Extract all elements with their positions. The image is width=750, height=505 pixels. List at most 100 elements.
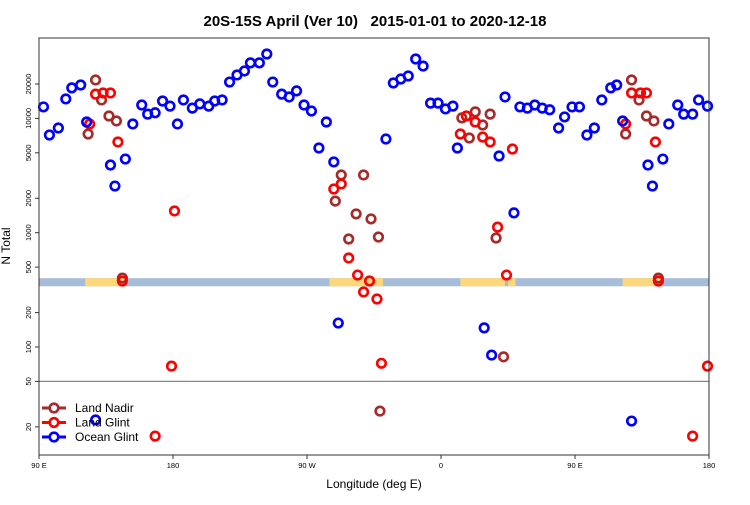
data-point [104,159,117,171]
data-point [103,110,115,122]
land-segment [329,278,383,287]
legend-marker [48,416,60,429]
data-point [454,128,466,140]
data-point [508,207,520,219]
data-point [37,101,50,113]
data-point [335,178,347,190]
data-point [672,99,684,111]
data-point [625,74,638,86]
data-point [634,87,647,99]
data-point [365,213,377,225]
data-point [82,128,94,140]
data-point [253,57,265,69]
y-tick-label: 5000 [24,144,33,161]
y-axis-label: N Total [0,227,13,264]
data-point [484,108,496,120]
data-point [625,415,638,427]
data-point [372,231,385,243]
data-point [298,99,310,111]
data-point [89,74,102,86]
data-point [43,129,56,141]
series-land-nadir [82,74,664,417]
data-point [261,48,273,60]
data-point [149,107,161,119]
series-ocean-glint [37,48,714,427]
data-point [596,94,608,106]
data-point [477,131,489,143]
data-point [463,132,475,144]
data-point [648,115,660,127]
data-point [89,414,102,426]
data-point [357,169,370,181]
data-point [657,153,669,165]
data-point [352,269,364,281]
data-point [573,101,586,113]
data-point [110,115,123,127]
y-tick-label: 20000 [24,74,33,95]
legend-item: Land Glint [42,416,130,430]
data-point [646,180,659,192]
data-point [313,142,325,154]
data-point [119,153,131,165]
x-tick-label: 90 E [31,461,46,470]
data-point [640,87,653,99]
data-point [460,110,472,122]
data-point [332,317,344,329]
data-point [649,136,662,148]
data-point [553,122,565,134]
data-point [194,98,206,110]
data-point [109,180,121,192]
data-point [499,91,511,103]
data-point [417,60,429,72]
y-tick-label: 50 [24,377,33,385]
plot-frame [38,37,710,456]
data-point [223,76,236,88]
y-tick-label: 1000 [24,224,33,241]
data-point [625,87,638,99]
data-point [633,94,645,106]
data-point [238,65,251,77]
data-point [611,79,623,91]
data-point [168,205,181,217]
data-point [177,94,190,106]
x-axis: 90 E 180 90 W 0 90 E 180 [31,455,715,470]
data-point [432,97,444,109]
legend-marker [48,402,60,414]
y-tick-label: 500 [24,261,33,274]
data-point [375,357,388,369]
data-point [350,208,362,220]
y-tick-label: 100 [24,341,33,354]
data-point [52,122,64,134]
data-point [81,116,93,128]
data-point [371,293,383,305]
data-point [156,95,169,107]
data-point [678,108,690,120]
data-point [267,76,279,88]
data-point [335,169,347,181]
y-tick-label: 10000 [24,108,33,129]
data-point [329,195,341,207]
data-point [343,233,355,245]
data-point [75,79,87,91]
data-point [328,183,340,195]
data-point [116,275,128,287]
land-segment [460,278,506,287]
data-point [60,93,72,105]
data-point [701,360,714,372]
data-point [490,232,502,244]
data-point [640,110,653,122]
data-point [320,116,332,128]
data-point [305,105,318,117]
data-point [410,53,422,65]
data-point [363,275,376,287]
x-tick-label: 180 [167,461,180,470]
data-point [469,106,481,118]
data-points [37,48,714,442]
x-axis-label: Longitude (deg E) [326,477,421,491]
data-point [486,349,498,361]
land-segment [622,278,663,287]
y-axis: 20 50 100 200 500 1000 2000 5000 10000 20000 [24,74,39,431]
data-point [164,100,176,112]
data-point [216,94,228,106]
